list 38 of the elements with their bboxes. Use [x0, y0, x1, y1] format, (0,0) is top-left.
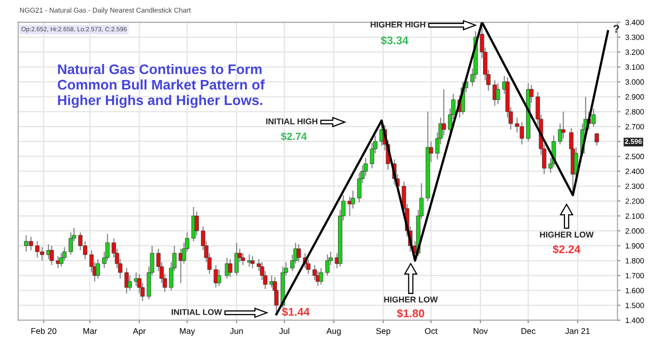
annotation: HIGHER LOW [540, 232, 594, 238]
x-tick-label: Apr [132, 328, 146, 336]
candlestick [128, 274, 132, 291]
x-tick-label: Aug [326, 328, 341, 336]
candlestick [68, 232, 73, 256]
annotation: $2.24 [552, 244, 580, 254]
candlestick [594, 132, 599, 146]
annotation: $3.34 [380, 36, 408, 46]
x-tick-label: Oct [424, 328, 438, 334]
candlestick [124, 268, 129, 294]
candlestick [250, 256, 255, 269]
candlestick [296, 244, 301, 263]
annotation: $1.80 [396, 308, 424, 318]
x-tick-label: Nov [474, 328, 488, 334]
x-tick-label: Dec [522, 328, 536, 334]
x-tick-label: Sep [376, 328, 390, 336]
x-tick-label: Jan 21 [565, 328, 590, 334]
x-tick-label: Jun [230, 328, 243, 334]
candlestick [228, 258, 232, 278]
candlestick [50, 245, 54, 266]
annotation: $1.44 [282, 307, 310, 316]
annotation: INITIAL LOW [172, 309, 222, 316]
candlestick [561, 111, 566, 140]
x-tick-label: Feb 20 [31, 328, 56, 334]
annotation: HIGHER LOW [384, 296, 438, 302]
candlestick [194, 210, 199, 236]
candlestick [214, 264, 218, 288]
x-tick-label: Jul [279, 328, 290, 334]
annotation: ? [613, 24, 620, 33]
annotation: Natural Gas Continues to Form Common Bull Market Pattern of Higher Highs and Higher Lows. [58, 64, 265, 108]
annotation: $2.74 [280, 132, 307, 141]
x-tick-label: May [180, 328, 196, 336]
annotation: HIGHER HIGH [370, 22, 426, 28]
annotation: INITIAL HIGH [266, 118, 318, 124]
candlestick [216, 269, 222, 287]
x-tick-label: Mar [83, 328, 97, 334]
candlestick [442, 88, 446, 136]
candlestick [496, 82, 500, 105]
